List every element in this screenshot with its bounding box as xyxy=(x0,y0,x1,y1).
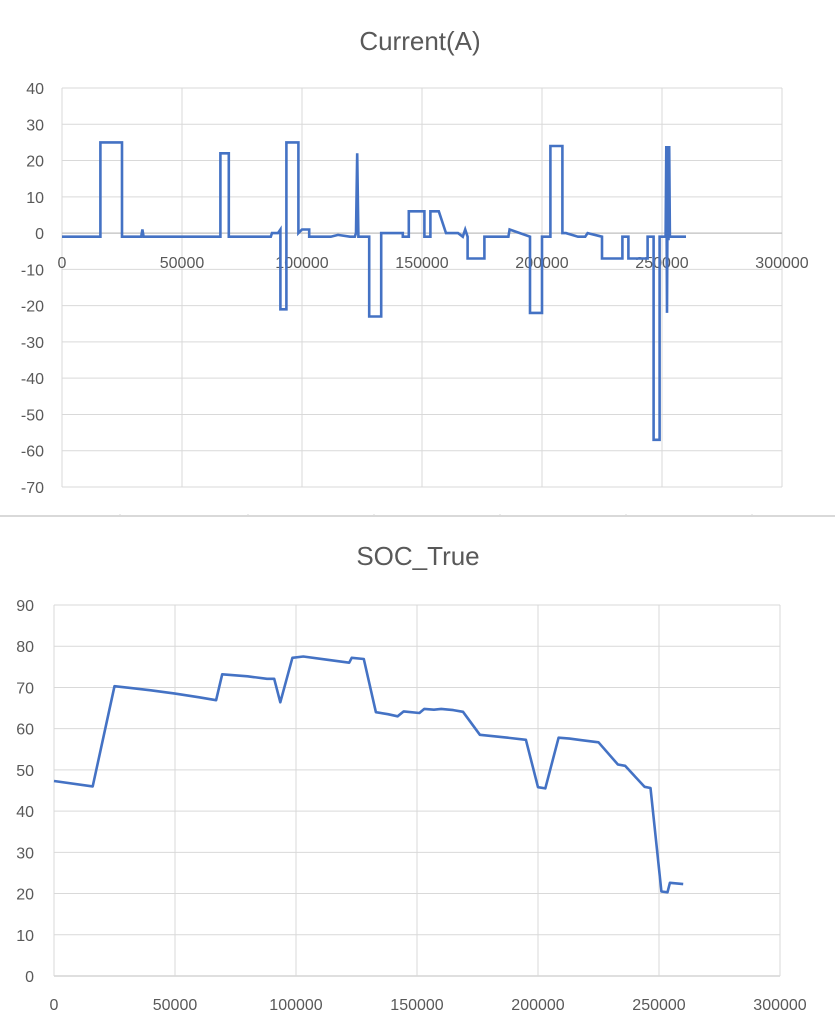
x-tick-label: 0 xyxy=(58,255,67,272)
gridlines xyxy=(61,87,783,488)
y-axis-ticks: 90 80 70 60 50 40 30 20 10 0 xyxy=(16,598,34,986)
y-tick-label: -70 xyxy=(21,480,44,497)
y-tick-label: 20 xyxy=(16,887,34,904)
y-tick-label: 0 xyxy=(35,226,44,243)
y-tick-label: 40 xyxy=(26,81,44,98)
y-tick-label: 0 xyxy=(25,969,34,986)
y-tick-label: 10 xyxy=(26,190,44,207)
y-tick-label: 20 xyxy=(26,154,44,171)
y-tick-label: 30 xyxy=(16,845,34,862)
chart-title: SOC_True xyxy=(356,541,479,571)
x-tick-label: 0 xyxy=(50,997,59,1014)
x-axis-ticks: 0 50000 100000 150000 200000 250000 300000 xyxy=(50,997,807,1014)
x-tick-label: 50000 xyxy=(153,997,198,1014)
x-tick-label: 150000 xyxy=(390,997,443,1014)
y-tick-label: 80 xyxy=(16,639,34,656)
x-tick-label: 250000 xyxy=(632,997,685,1014)
y-tick-label: 30 xyxy=(26,117,44,134)
x-tick-label: 300000 xyxy=(753,997,806,1014)
series-line xyxy=(53,655,684,894)
gridlines xyxy=(53,604,781,977)
chart-title: Current(A) xyxy=(359,26,480,56)
y-tick-label: -60 xyxy=(21,444,44,461)
x-tick-label: 150000 xyxy=(395,255,448,272)
current-chart: Current(A) 40 30 20 10 0 -10 -20 -30 -40 -50 -60 -7… xyxy=(21,26,809,519)
y-tick-label: -50 xyxy=(21,407,44,424)
y-tick-label: 60 xyxy=(16,722,34,739)
y-tick-label: 90 xyxy=(16,598,34,615)
y-tick-label: -30 xyxy=(21,335,44,352)
panel-divider xyxy=(0,515,835,517)
y-tick-label: 10 xyxy=(16,928,34,945)
series-line xyxy=(62,141,686,442)
x-tick-label: 100000 xyxy=(275,255,328,272)
y-tick-label: -10 xyxy=(21,262,44,279)
x-tick-label: 300000 xyxy=(755,255,808,272)
soc-chart-panel: SOC_True 90 80 70 60 50 40 30 20 10 0 0 50000 10000… xyxy=(0,517,835,1027)
soc-series xyxy=(53,655,684,894)
x-tick-label: 100000 xyxy=(269,997,322,1014)
current-series xyxy=(62,141,686,442)
y-tick-label: 70 xyxy=(16,680,34,697)
current-chart-panel: Current(A) 40 30 20 10 0 -10 -20 -30 -40 -50 -60 -7… xyxy=(21,26,809,519)
y-tick-label: 50 xyxy=(16,763,34,780)
y-tick-label: -20 xyxy=(21,299,44,316)
y-tick-label: 40 xyxy=(16,804,34,821)
soc-chart: SOC_True 90 80 70 60 50 40 30 20 10 0 0 50000 10000… xyxy=(16,541,807,1014)
y-tick-label: -40 xyxy=(21,371,44,388)
y-axis-ticks: 40 30 20 10 0 -10 -20 -30 -40 -50 -60 -70 xyxy=(21,81,44,497)
x-tick-label: 50000 xyxy=(160,255,205,272)
x-tick-label: 200000 xyxy=(511,997,564,1014)
